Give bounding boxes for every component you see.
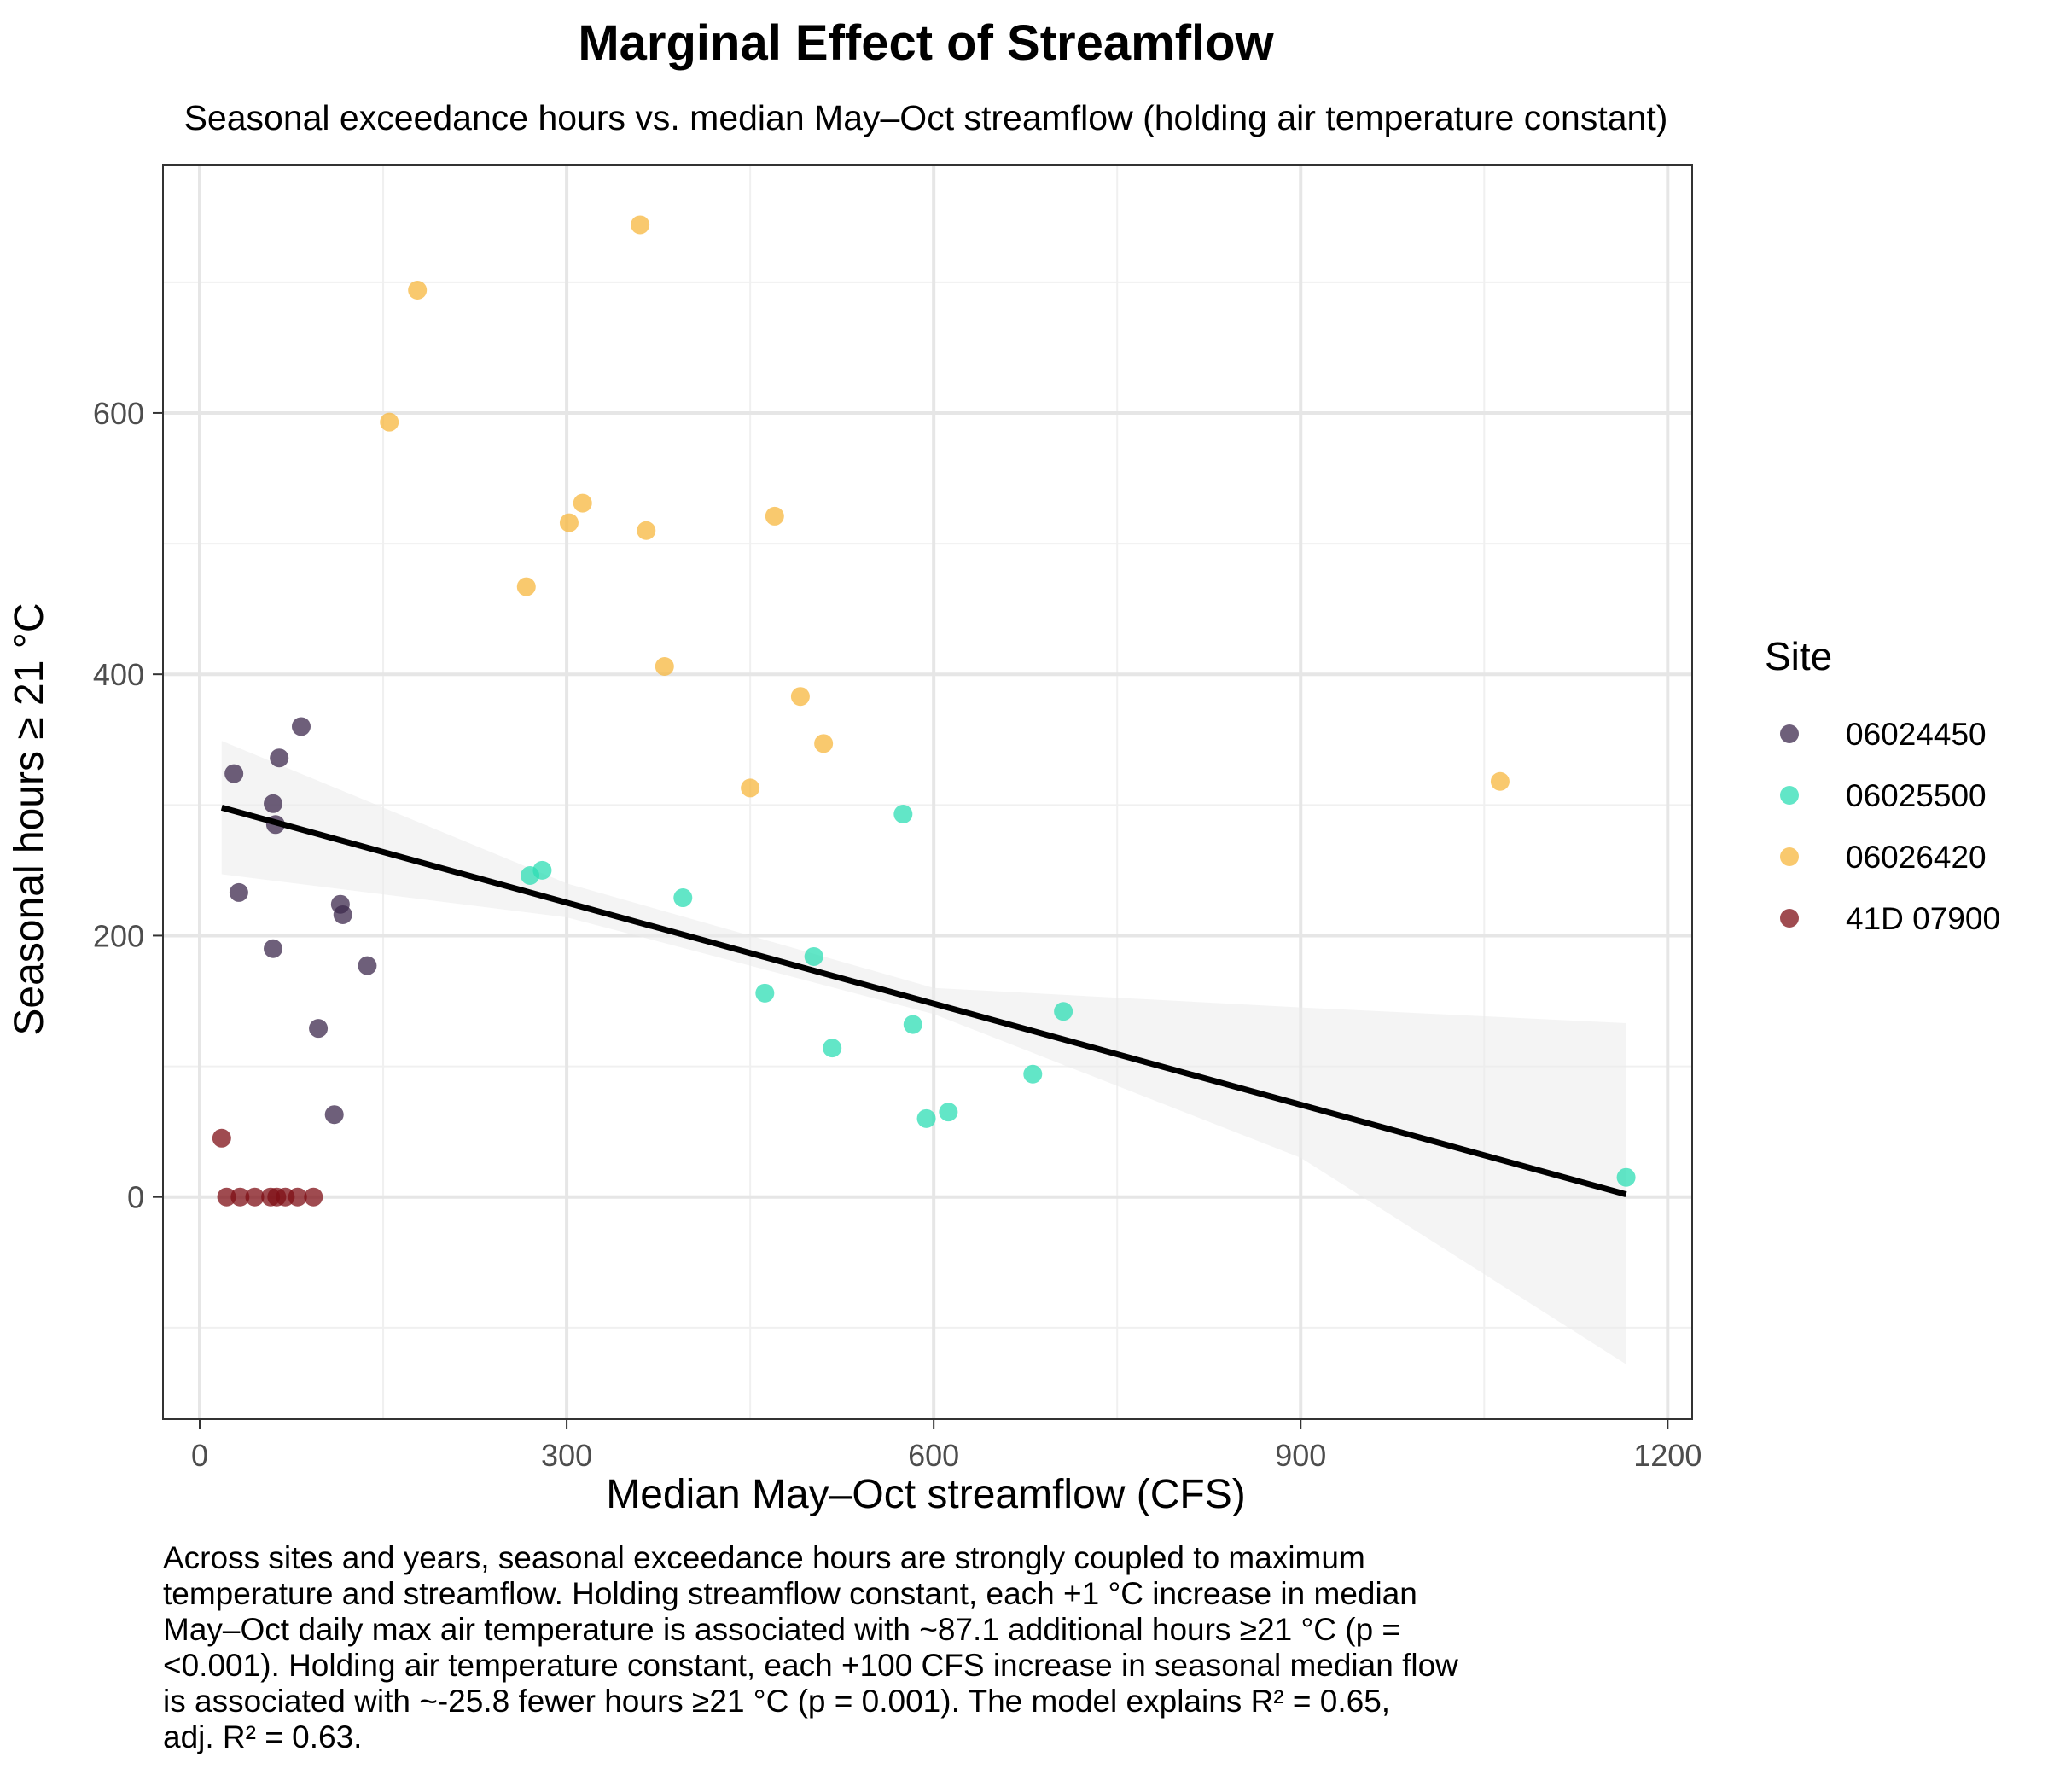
legend-label: 41D 07900 — [1846, 901, 2000, 936]
legend-item: 06025500 — [1780, 778, 1987, 813]
caption-line: May–Oct daily max air temperature is ass… — [163, 1612, 1401, 1647]
data-point — [380, 412, 399, 432]
data-point — [229, 882, 248, 902]
data-point — [333, 905, 352, 924]
legend-swatch — [1780, 909, 1799, 928]
legend-label: 06024450 — [1846, 717, 1987, 752]
data-point — [741, 778, 760, 798]
plot-border — [162, 164, 1693, 1420]
x-tick-label: 600 — [908, 1438, 959, 1473]
data-point — [532, 860, 552, 880]
data-point — [224, 764, 244, 783]
data-point — [755, 983, 775, 1003]
data-point — [1023, 1064, 1043, 1084]
data-point — [939, 1103, 958, 1122]
data-point — [270, 748, 289, 768]
caption-line: <0.001). Holding air temperature constan… — [163, 1648, 1458, 1683]
data-point — [1490, 771, 1510, 791]
legend-label: 06025500 — [1846, 778, 1987, 813]
data-point — [790, 687, 810, 707]
chart-caption: Across sites and years, seasonal exceeda… — [163, 1540, 1750, 1755]
data-point — [631, 215, 650, 235]
y-axis: 0 200 400 600 — [93, 396, 163, 1215]
data-point — [916, 1108, 936, 1128]
legend-item: 41D 07900 — [1780, 901, 2000, 936]
legend-items: 06024450 06025500 06026420 41D 07900 — [1780, 717, 2000, 936]
data-point — [814, 734, 834, 753]
x-tick-label: 900 — [1275, 1438, 1326, 1473]
data-point — [655, 657, 674, 676]
data-point — [637, 521, 656, 540]
caption-line: temperature and streamflow. Holding stre… — [163, 1576, 1417, 1611]
data-point — [212, 1128, 231, 1148]
data-point — [217, 1187, 236, 1207]
series-0 — [224, 717, 377, 1125]
data-point — [230, 1187, 250, 1207]
data-point — [1616, 1167, 1636, 1187]
legend-item: 06026420 — [1780, 840, 1987, 875]
data-point — [1054, 1002, 1073, 1021]
data-point — [291, 717, 311, 736]
data-point — [304, 1187, 323, 1207]
y-axis-label: Seasonal hours ≥ 21 °C — [7, 602, 52, 1035]
caption-line: is associated with ~-25.8 fewer hours ≥2… — [163, 1684, 1391, 1719]
legend-swatch — [1780, 724, 1799, 743]
data-point — [408, 281, 428, 300]
x-tick-label: 0 — [191, 1438, 208, 1473]
series-3 — [212, 1128, 323, 1207]
data-point — [324, 1105, 344, 1125]
caption-line: adj. R² = 0.63. — [163, 1719, 363, 1754]
series-1 — [521, 805, 1636, 1187]
regression-line — [220, 805, 1627, 1197]
data-point — [903, 1015, 922, 1034]
data-point — [823, 1039, 842, 1058]
data-point — [309, 1019, 329, 1039]
x-axis-label: Median May–Oct streamflow (CFS) — [606, 1472, 1246, 1517]
x-tick-label: 1200 — [1633, 1438, 1702, 1473]
series-2 — [380, 215, 1510, 798]
data-point — [673, 888, 693, 908]
data-point — [559, 513, 579, 532]
data-point — [245, 1187, 265, 1207]
data-point — [264, 794, 283, 813]
legend-title: Site — [1765, 634, 1832, 678]
data-point — [288, 1187, 307, 1207]
legend: Site 06024450 06025500 06026420 41D 07900 — [1765, 634, 2000, 936]
chart-subtitle: Seasonal exceedance hours vs. median May… — [184, 98, 1668, 137]
x-tick-label: 300 — [541, 1438, 592, 1473]
confidence-band — [221, 741, 1626, 1364]
data-point — [804, 946, 823, 966]
data-point — [573, 493, 592, 513]
legend-item: 06024450 — [1780, 717, 1987, 752]
data-points — [212, 215, 1636, 1207]
x-axis: 0 300 600 900 1200 — [191, 1419, 1702, 1473]
grid-major — [163, 165, 1692, 1419]
y-tick-label: 200 — [93, 918, 144, 953]
data-point — [765, 506, 784, 526]
legend-label: 06026420 — [1846, 840, 1987, 875]
data-point — [264, 939, 283, 958]
y-tick-label: 400 — [93, 657, 144, 692]
data-point — [516, 577, 536, 596]
chart-title: Marginal Effect of Streamflow — [578, 15, 1274, 71]
caption-line: Across sites and years, seasonal exceeda… — [163, 1540, 1365, 1575]
data-point — [893, 805, 913, 824]
legend-swatch — [1780, 786, 1799, 805]
plot-area — [162, 164, 1693, 1420]
y-tick-label: 600 — [93, 396, 144, 431]
legend-swatch — [1780, 847, 1799, 866]
data-point — [358, 956, 377, 975]
y-tick-label: 0 — [127, 1180, 144, 1215]
